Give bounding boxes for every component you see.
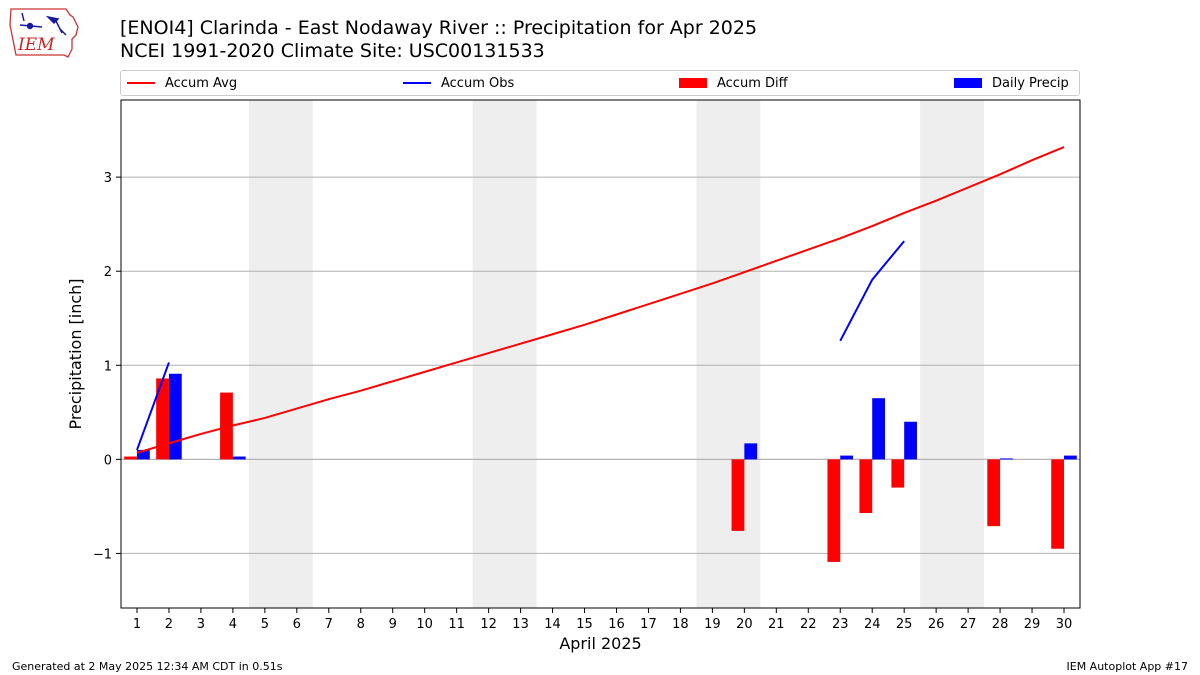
accum-diff-bar: [156, 378, 169, 460]
chart-legend: Accum Avg Accum Obs Accum Diff Daily Pre…: [120, 70, 1080, 96]
y-tick-label: 0: [104, 453, 112, 468]
x-tick-label: 15: [576, 617, 593, 632]
chart-title: [ENOI4] Clarinda - East Nodaway River ::…: [120, 17, 758, 39]
y-tick-label: 2: [104, 265, 112, 280]
plot-frame: [120, 99, 1081, 609]
bars: [124, 373, 1077, 562]
daily-precip-bar: [1064, 455, 1077, 460]
x-tick-label: 25: [896, 617, 913, 632]
x-tick-label: 27: [960, 617, 977, 632]
accum-diff-bar: [1051, 459, 1065, 549]
x-tick-label: 1: [133, 617, 141, 632]
iowa-state-outline: [9, 8, 79, 58]
legend-swatch-accum-avg: [127, 82, 155, 84]
daily-precip-bar: [840, 455, 854, 460]
weekend-band-4: [920, 100, 985, 608]
weekend-shading: [248, 100, 985, 608]
lines: [136, 146, 1065, 454]
x-tick-label: 22: [800, 617, 817, 632]
x-tick-label: 26: [928, 617, 945, 632]
x-tick-label: 18: [672, 617, 689, 632]
x-tick-label: 7: [325, 617, 333, 632]
x-tick-label: 16: [608, 617, 625, 632]
legend-item-accum-diff: Accum Diff: [679, 75, 788, 91]
logo-text: IEM: [17, 35, 55, 55]
daily-precip-bar: [232, 456, 246, 460]
x-tick-label: 21: [768, 617, 785, 632]
accum-diff-bar: [891, 459, 905, 488]
weekend-band-3: [696, 100, 761, 608]
accum-diff-bar: [987, 459, 1001, 527]
accum-diff-bar: [124, 456, 137, 460]
x-tick-label: 20: [736, 617, 753, 632]
x-tick-label: 8: [357, 617, 365, 632]
accum-diff-bar: [859, 459, 873, 513]
x-tick-label: 2: [165, 617, 173, 632]
x-tick-label: 4: [229, 617, 237, 632]
daily-precip-bar: [1000, 458, 1013, 460]
x-tick-label: 13: [512, 617, 529, 632]
x-tick-label: 12: [480, 617, 497, 632]
x-tick-label: 29: [1024, 617, 1041, 632]
y-tick-label: 3: [104, 171, 112, 186]
legend-label-accum-obs: Accum Obs: [441, 75, 515, 91]
accum-avg-line: [136, 146, 1065, 454]
accum-diff-bar: [220, 392, 233, 460]
legend-label-accum-avg: Accum Avg: [165, 75, 238, 91]
y-axis-label: Precipitation [inch]: [66, 278, 85, 429]
iem-logo: IEM: [9, 8, 79, 58]
x-tick-label: 28: [992, 617, 1009, 632]
legend-swatch-daily-precip: [954, 78, 982, 88]
chart-subtitle: NCEI 1991-2020 Climate Site: USC00131533: [120, 40, 545, 62]
x-tick-label: 11: [448, 617, 465, 632]
footer-generated-text: Generated at 2 May 2025 12:34 AM CDT in …: [12, 660, 283, 673]
legend-item-accum-avg: Accum Avg: [127, 75, 237, 91]
legend-item-daily-precip: Daily Precip: [954, 75, 1069, 91]
x-axis-label: April 2025: [559, 634, 641, 653]
x-tick-label: 5: [261, 617, 269, 632]
y-gridlines: [121, 176, 1080, 554]
daily-precip-bar: [168, 373, 182, 460]
daily-precip-bar: [872, 398, 886, 460]
weekend-band-1: [248, 100, 313, 608]
legend-label-daily-precip: Daily Precip: [992, 75, 1069, 91]
legend-swatch-accum-obs: [403, 82, 431, 84]
legend-item-accum-obs: Accum Obs: [403, 75, 514, 91]
daily-precip-bar: [136, 449, 150, 460]
daily-precip-bar: [744, 443, 758, 460]
daily-precip-bar: [904, 421, 917, 460]
x-tick-label: 19: [704, 617, 721, 632]
x-tick-label: 30: [1056, 617, 1073, 632]
accum-diff-bar: [827, 459, 841, 562]
x-tick-label: 10: [416, 617, 433, 632]
accum-obs-line: [136, 362, 170, 451]
x-tick-label: 14: [544, 617, 561, 632]
accum-diff-bar: [731, 459, 745, 531]
y-tick-label: 1: [104, 359, 112, 374]
x-tick-label: 6: [293, 617, 301, 632]
y-tick-label: −1: [93, 547, 112, 562]
x-tick-label: 3: [197, 617, 205, 632]
x-tick-label: 23: [832, 617, 849, 632]
footer-app-label: IEM Autoplot App #17: [1066, 660, 1189, 673]
weather-station-icon: [19, 12, 67, 36]
x-tick-label: 17: [640, 617, 657, 632]
x-tick-label: 9: [389, 617, 397, 632]
accum-obs-line: [839, 240, 905, 342]
x-tick-label: 24: [864, 617, 881, 632]
legend-label-accum-diff: Accum Diff: [717, 75, 788, 91]
legend-swatch-accum-diff: [679, 78, 707, 88]
